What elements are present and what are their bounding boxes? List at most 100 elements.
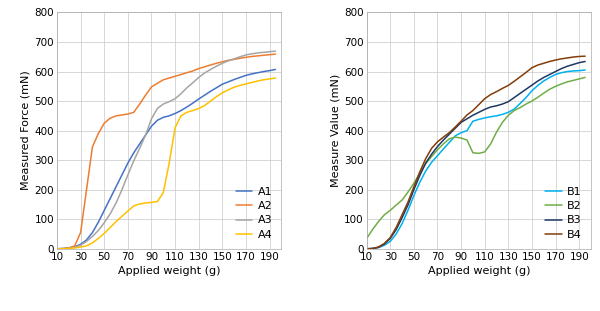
A3 <box>166 100 173 104</box>
B1 <box>529 89 536 93</box>
Line: A4: A4 <box>57 78 275 249</box>
B4 <box>369 247 376 250</box>
B4 <box>511 79 518 83</box>
B1 <box>581 68 589 72</box>
B1 <box>546 76 553 79</box>
B2 <box>434 148 441 152</box>
A4 <box>254 79 262 83</box>
A3 <box>77 244 84 247</box>
A4 <box>248 81 256 84</box>
A3 <box>53 247 61 251</box>
A2 <box>166 76 173 80</box>
B1 <box>569 69 577 73</box>
B4 <box>386 236 394 239</box>
A2 <box>83 188 90 192</box>
B1 <box>475 118 482 121</box>
B2 <box>398 198 406 202</box>
A4 <box>95 237 102 240</box>
B3 <box>440 138 447 142</box>
B4 <box>452 125 459 129</box>
A2 <box>71 244 79 248</box>
A4 <box>178 114 185 118</box>
A1 <box>160 115 167 119</box>
B1 <box>469 119 476 123</box>
Line: B3: B3 <box>367 62 585 249</box>
A4 <box>166 161 173 165</box>
A3 <box>254 51 262 55</box>
A1 <box>166 114 173 118</box>
B3 <box>422 161 429 165</box>
Line: A1: A1 <box>57 69 275 249</box>
B4 <box>404 200 412 204</box>
B3 <box>575 61 583 65</box>
A4 <box>136 202 143 206</box>
A1 <box>83 238 90 242</box>
B2 <box>569 78 577 82</box>
A1 <box>112 185 119 188</box>
B3 <box>452 126 459 130</box>
A4 <box>207 99 214 103</box>
A1 <box>219 82 226 86</box>
B4 <box>458 119 465 123</box>
B3 <box>540 76 547 79</box>
B1 <box>440 147 447 151</box>
B2 <box>523 102 530 106</box>
B2 <box>487 142 494 146</box>
B4 <box>392 226 400 230</box>
Line: B2: B2 <box>367 77 585 239</box>
B2 <box>558 82 565 86</box>
A1 <box>148 124 155 128</box>
B2 <box>369 228 376 231</box>
A3 <box>266 50 273 53</box>
B3 <box>493 104 500 108</box>
Y-axis label: Measured Force (mN): Measured Force (mN) <box>20 71 31 191</box>
B4 <box>416 170 424 174</box>
B3 <box>381 242 388 246</box>
B1 <box>458 131 465 135</box>
A3 <box>89 234 96 238</box>
B2 <box>392 203 400 207</box>
B1 <box>511 107 518 111</box>
A4 <box>219 91 226 95</box>
Y-axis label: Measure Value (mN): Measure Value (mN) <box>330 74 340 187</box>
B2 <box>440 142 447 146</box>
A1 <box>195 97 202 101</box>
B3 <box>463 117 470 121</box>
B3 <box>458 120 465 124</box>
B3 <box>523 87 530 91</box>
A4 <box>53 247 61 251</box>
A3 <box>71 245 79 249</box>
B1 <box>363 247 370 251</box>
B2 <box>410 181 418 185</box>
A2 <box>136 102 143 106</box>
X-axis label: Applied weight (g): Applied weight (g) <box>428 266 530 276</box>
A2 <box>183 71 190 75</box>
B1 <box>505 110 512 114</box>
A3 <box>183 86 190 90</box>
B1 <box>416 180 424 184</box>
A2 <box>142 93 149 97</box>
A1 <box>130 151 137 155</box>
B3 <box>552 70 559 73</box>
B3 <box>546 73 553 77</box>
B3 <box>558 67 565 70</box>
A2 <box>248 55 256 58</box>
A2 <box>219 60 226 64</box>
B4 <box>428 146 435 150</box>
A4 <box>65 247 73 250</box>
B3 <box>534 79 541 83</box>
B1 <box>434 154 441 158</box>
A3 <box>118 188 125 192</box>
Line: B4: B4 <box>367 56 585 249</box>
A3 <box>178 92 185 95</box>
B3 <box>469 114 476 117</box>
A3 <box>101 221 108 225</box>
B1 <box>575 69 583 72</box>
B3 <box>499 102 506 106</box>
B2 <box>564 80 571 84</box>
B4 <box>446 131 453 135</box>
A4 <box>201 104 208 107</box>
A1 <box>272 67 279 71</box>
B1 <box>534 84 541 87</box>
B3 <box>416 174 424 177</box>
